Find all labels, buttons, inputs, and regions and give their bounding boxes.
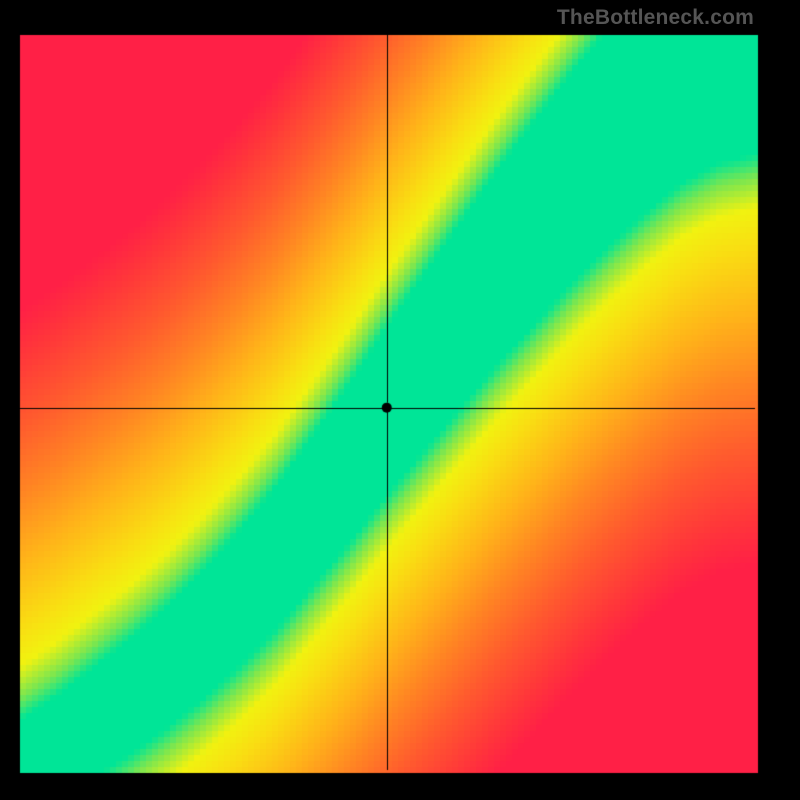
- attribution-label: TheBottleneck.com: [557, 6, 754, 30]
- bottleneck-heatmap: [0, 0, 800, 800]
